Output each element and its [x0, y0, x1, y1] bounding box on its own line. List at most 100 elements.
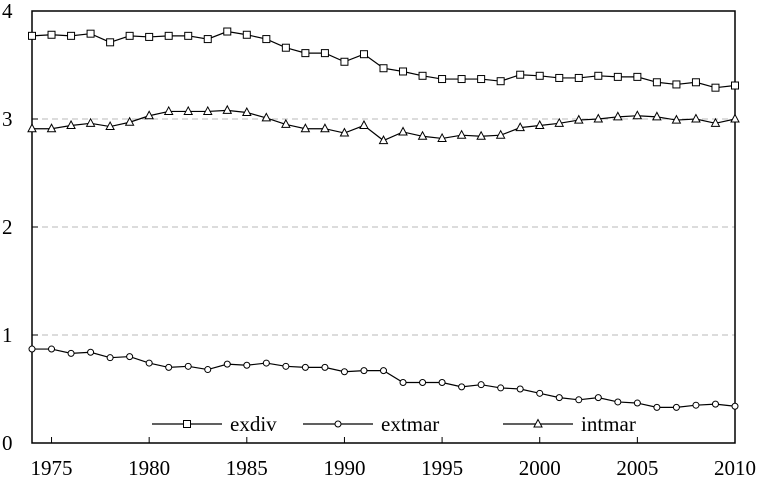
- point-intmar-2010: [730, 113, 740, 123]
- point-extmar-2003: [594, 394, 602, 402]
- gridlines: [32, 118, 735, 336]
- series-line-extmar: [32, 348, 736, 408]
- point-intmar-1996: [456, 129, 467, 139]
- point-intmar-2008: [691, 113, 701, 123]
- point-exdiv-2005: [633, 72, 642, 81]
- point-extmar-1999: [516, 385, 524, 393]
- point-intmar-1977: [85, 117, 96, 127]
- point-extmar-1990: [340, 368, 348, 376]
- point-intmar-2003: [593, 113, 604, 123]
- point-exdiv-1983: [203, 35, 212, 44]
- y-tick-label-2: 2: [2, 215, 13, 239]
- point-intmar-2002: [573, 114, 584, 124]
- point-intmar-1989: [320, 123, 330, 133]
- point-exdiv-2001: [555, 73, 564, 82]
- point-exdiv-1987: [281, 43, 290, 52]
- point-exdiv-1993: [399, 67, 408, 76]
- point-exdiv-1978: [106, 38, 115, 47]
- point-exdiv-1994: [418, 71, 427, 80]
- point-intmar-1981: [163, 105, 174, 115]
- point-exdiv-1998: [496, 77, 505, 86]
- point-intmar-1976: [66, 119, 76, 129]
- x-tick-labels: 1975 1980 1985 1990 1995 2000 2005 2010: [31, 456, 756, 480]
- point-extmar-2006: [653, 403, 661, 411]
- point-extmar-1974: [28, 345, 36, 353]
- point-exdiv-2002: [574, 73, 583, 82]
- point-extmar-2004: [614, 398, 622, 406]
- legend-marker-intmar: [533, 418, 543, 428]
- point-exdiv-2010: [731, 81, 739, 90]
- point-intmar-1975: [46, 123, 57, 133]
- point-exdiv-2003: [594, 71, 603, 80]
- legend-label-extmar: extmar: [381, 412, 439, 436]
- point-intmar-2001: [554, 117, 565, 127]
- point-intmar-1978: [105, 120, 115, 131]
- axis-ticks: [32, 10, 736, 444]
- series-exdiv: [28, 27, 739, 92]
- point-extmar-1996: [458, 383, 466, 391]
- point-extmar-1977: [87, 348, 95, 356]
- point-extmar-1985: [243, 361, 251, 369]
- point-intmar-1995: [437, 132, 447, 142]
- point-exdiv-1995: [438, 75, 447, 84]
- point-extmar-1986: [262, 359, 270, 367]
- x-tick-label-1995: 1995: [421, 456, 463, 480]
- legend-marker-extmar: [334, 420, 342, 428]
- legend-label-intmar: intmar: [581, 412, 636, 436]
- point-exdiv-1976: [67, 31, 76, 40]
- legend: exdiv extmar intmar: [152, 412, 636, 436]
- point-exdiv-1986: [262, 35, 271, 44]
- point-intmar-1983: [202, 105, 213, 115]
- point-extmar-1979: [126, 353, 134, 361]
- x-tick-label-2005: 2005: [616, 456, 658, 480]
- point-intmar-1997: [476, 130, 486, 140]
- legend-item-intmar: intmar: [503, 412, 636, 436]
- point-extmar-1984: [223, 360, 231, 368]
- y-tick-labels: 0 1 2 3 4: [2, 0, 13, 455]
- point-intmar-1987: [281, 118, 291, 128]
- point-extmar-1993: [399, 379, 407, 387]
- series-lines: [27, 27, 740, 411]
- legend-item-exdiv: exdiv: [152, 412, 277, 436]
- legend-marker-exdiv: [183, 420, 191, 428]
- point-intmar-1999: [515, 122, 526, 132]
- x-tick-label-1975: 1975: [31, 456, 73, 480]
- point-extmar-1998: [497, 384, 505, 392]
- point-exdiv-1977: [86, 29, 95, 38]
- point-extmar-1983: [204, 366, 212, 374]
- point-exdiv-1981: [164, 31, 173, 40]
- point-intmar-2007: [671, 114, 682, 124]
- point-exdiv-1988: [301, 49, 310, 58]
- point-exdiv-2006: [652, 78, 661, 87]
- x-tick-label-1980: 1980: [128, 456, 170, 480]
- point-intmar-2005: [632, 110, 643, 120]
- y-tick-label-3: 3: [2, 107, 13, 131]
- x-tick-label-2000: 2000: [519, 456, 561, 480]
- point-exdiv-1985: [242, 30, 251, 39]
- point-extmar-2010: [731, 402, 739, 410]
- point-intmar-1982: [183, 105, 194, 115]
- point-exdiv-2009: [711, 83, 720, 92]
- point-intmar-1985: [241, 106, 252, 117]
- point-extmar-1991: [360, 367, 368, 375]
- point-intmar-1992: [378, 135, 389, 145]
- legend-label-exdiv: exdiv: [230, 412, 277, 436]
- point-extmar-2009: [711, 400, 719, 408]
- x-tick-label-1990: 1990: [323, 456, 365, 480]
- point-exdiv-1980: [145, 32, 154, 41]
- point-intmar-1991: [359, 119, 369, 129]
- point-exdiv-1974: [28, 31, 36, 40]
- legend-item-extmar: extmar: [303, 412, 439, 436]
- point-exdiv-1999: [516, 70, 525, 79]
- point-exdiv-1997: [477, 75, 486, 84]
- point-intmar-1984: [222, 104, 233, 114]
- point-intmar-1986: [261, 112, 272, 122]
- point-extmar-1987: [282, 362, 290, 370]
- series-intmar: [27, 104, 740, 145]
- point-extmar-1995: [438, 379, 446, 387]
- x-tick-label-2010: 2010: [714, 456, 756, 480]
- point-extmar-1994: [419, 379, 427, 387]
- point-exdiv-1979: [125, 31, 134, 40]
- y-tick-label-1: 1: [2, 323, 13, 347]
